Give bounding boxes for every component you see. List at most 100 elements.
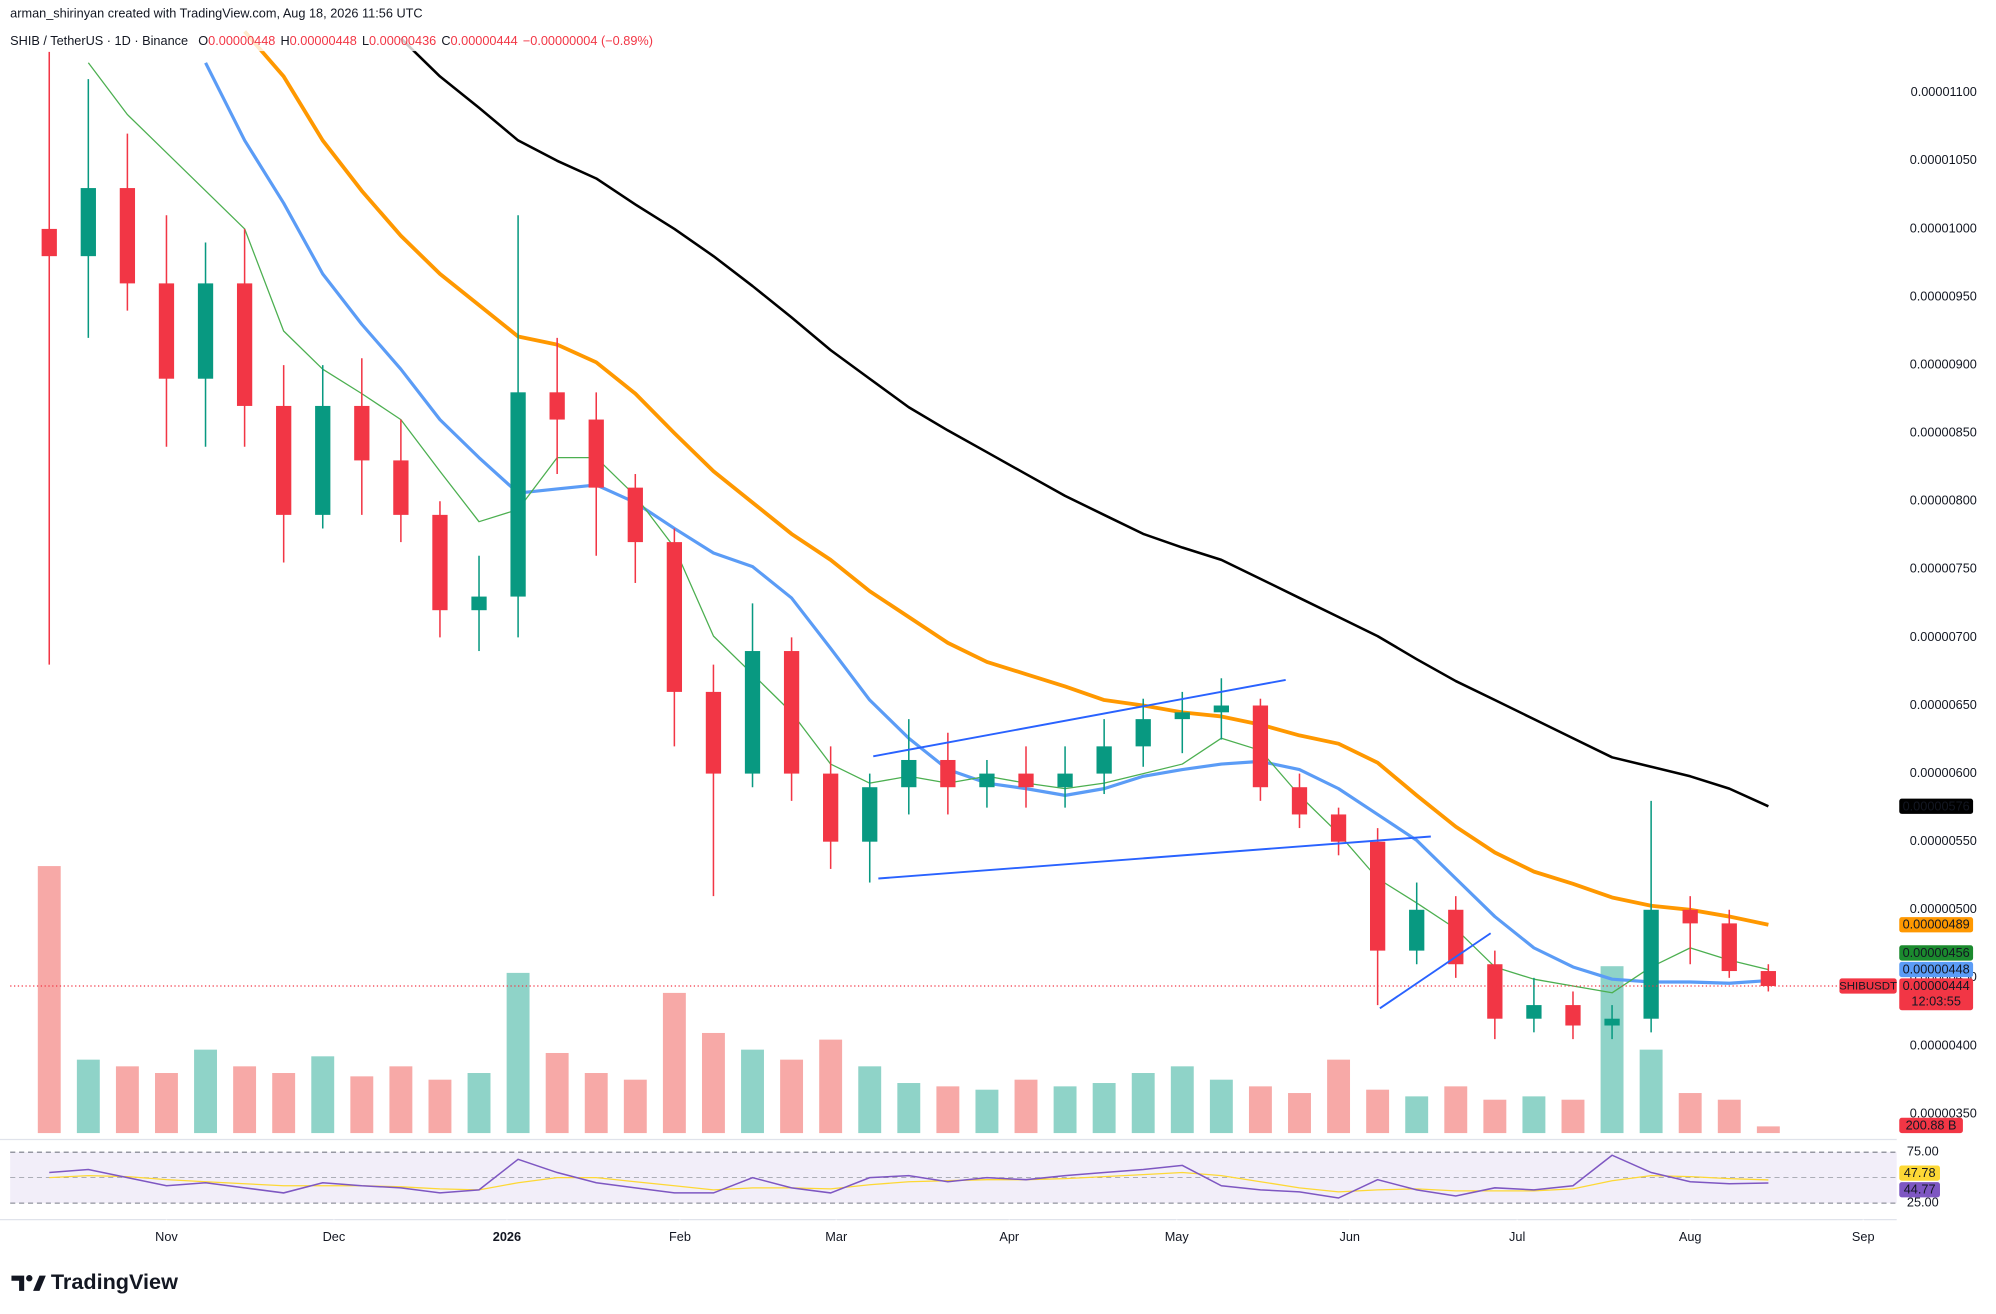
moving-average: [399, 37, 1769, 808]
volume-bar: [662, 992, 686, 1134]
candle-body: [1330, 814, 1347, 842]
volume-bar: [819, 1039, 843, 1134]
candle-body: [1018, 773, 1034, 788]
y-tick-label: 0.00000350: [1910, 1105, 1977, 1120]
price-badge: [1899, 961, 1974, 978]
volume-bar: [936, 1086, 960, 1134]
credit: arman_shirinyan created with TradingView…: [10, 6, 422, 21]
volume-bar: [272, 1073, 296, 1134]
candle-body: [666, 542, 683, 692]
candle-body: [1409, 909, 1425, 951]
volume-bar: [1014, 1079, 1038, 1134]
volume-bar: [897, 1083, 921, 1134]
volume-bar: [975, 1089, 999, 1134]
header-backdrop: [0, 0, 790, 52]
candle-body: [471, 596, 487, 611]
candle-body: [197, 283, 214, 379]
y-tick-label: 0.00000550: [1910, 833, 1977, 848]
candle-body: [588, 419, 604, 488]
price-badge-label: 0.00000456: [1903, 945, 1970, 960]
candle-body: [940, 759, 956, 788]
price-badge: [1899, 945, 1974, 961]
ohlc-key: L: [362, 34, 369, 49]
candle-body: [627, 487, 643, 543]
candle-body: [236, 283, 253, 406]
candle-body: [549, 392, 565, 420]
volume-bar: [1639, 1049, 1663, 1134]
ohlc-key: O: [198, 34, 208, 49]
volume-bar: [37, 866, 61, 1134]
x-tick-label: Apr: [999, 1229, 1020, 1244]
volume-badge-label: 200.88 B: [1906, 1117, 1957, 1132]
candle-body: [510, 392, 526, 597]
volume-bar: [623, 1079, 647, 1134]
x-tick-label: Jun: [1339, 1229, 1360, 1244]
volume-bar: [1561, 1099, 1585, 1134]
candle-body: [1057, 773, 1073, 788]
volume-bar: [389, 1066, 413, 1134]
candle-body: [1291, 787, 1308, 815]
trendline: [878, 835, 1431, 880]
symbol: SHIB / TetherUS · 1D · Binance: [10, 34, 188, 49]
candle-body: [432, 514, 448, 611]
volume-bar: [701, 1032, 725, 1134]
y-tick-label: 0.00000750: [1910, 561, 1977, 576]
ohlc-value: 0.00000448: [208, 34, 275, 49]
x-tick-label: Dec: [323, 1229, 346, 1244]
rsi-tick-label: 25.00: [1907, 1194, 1939, 1209]
x-tick-label: Aug: [1679, 1229, 1702, 1244]
volume-bar: [780, 1059, 804, 1134]
volume-bar: [1327, 1059, 1351, 1134]
volume-bar: [1170, 1066, 1194, 1134]
x-tick-label: Nov: [155, 1229, 178, 1244]
candle-body: [158, 283, 175, 379]
volume-bar: [1444, 1086, 1468, 1134]
brand: TradingView: [51, 1269, 178, 1294]
candle-body: [1174, 712, 1190, 720]
candle-body: [1369, 841, 1386, 951]
plot: [10, 30, 1897, 1204]
y-tick-label: 0.00000400: [1910, 1037, 1977, 1052]
y-tick-label: 0.00001000: [1910, 220, 1977, 235]
x-tick-label: Mar: [825, 1229, 848, 1244]
candle-body: [1760, 971, 1776, 987]
volume-bar: [1717, 1099, 1741, 1134]
ohlc-key: C: [441, 34, 450, 49]
volume-bar: [545, 1052, 569, 1134]
rsi-ma-badge-label: 47.78: [1904, 1165, 1936, 1180]
ohlc-key: H: [280, 34, 289, 49]
candle-body: [354, 405, 370, 461]
logo-icon: [26, 1275, 33, 1282]
volume-bar: [233, 1066, 257, 1134]
ohlc-value: 0.00000436: [369, 34, 436, 49]
moving-average: [87, 62, 1769, 994]
volume-bar: [1756, 1126, 1780, 1134]
price-badge-label: 0.00000489: [1903, 917, 1970, 932]
volume-bar: [1053, 1086, 1077, 1134]
volume-bar: [1248, 1086, 1272, 1134]
volume-bar: [194, 1049, 217, 1134]
volume-bar: [1483, 1099, 1507, 1134]
candle-body: [1096, 746, 1112, 774]
volume-bar: [584, 1073, 608, 1134]
x-tick-label: Jul: [1509, 1229, 1525, 1244]
candle-body: [1643, 909, 1659, 1019]
volume-bar: [741, 1049, 764, 1134]
volume-bar: [858, 1066, 882, 1134]
candle-body: [119, 188, 136, 284]
price-badge: [1899, 917, 1974, 933]
symbol-legend: SHIB / TetherUS · 1D · Binance O0.0000044…: [10, 34, 653, 49]
volume-bar: [1600, 966, 1624, 1134]
volume-bar: [1131, 1073, 1155, 1134]
last-price-badge: [1899, 978, 1974, 1011]
change: −0.00000004 (−0.89%): [523, 34, 653, 49]
rsi-tick-label: 75.00: [1907, 1144, 1939, 1159]
y-tick-label: 0.00001050: [1910, 152, 1977, 167]
rsi-badge: [1899, 1182, 1940, 1198]
trendline: [873, 678, 1286, 758]
candle-body: [1448, 909, 1464, 965]
candle-body: [783, 651, 800, 774]
candle-body: [1721, 923, 1737, 972]
candle-body: [1487, 964, 1503, 1019]
volume-bar: [1209, 1079, 1233, 1134]
